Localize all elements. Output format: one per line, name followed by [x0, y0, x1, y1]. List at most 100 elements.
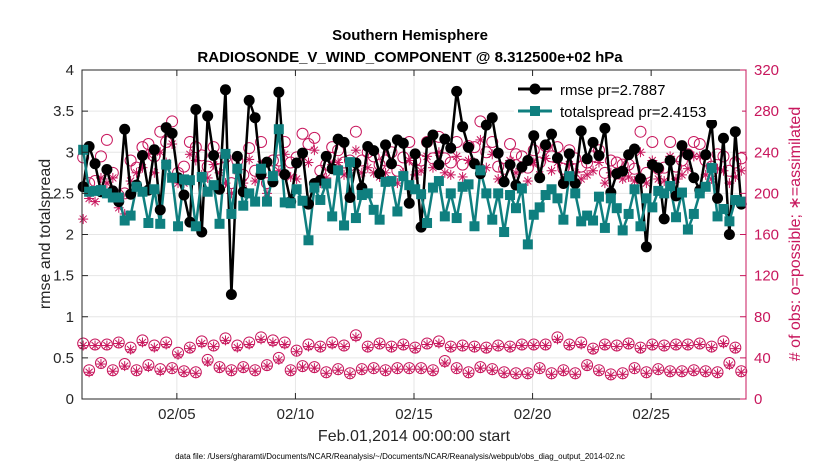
- assimilated-obs-marker: [344, 369, 355, 380]
- assimilated-obs-marker: [564, 340, 575, 351]
- totalspread-point: [339, 220, 350, 231]
- possible-obs-marker-upper: [664, 135, 677, 148]
- totalspread-point: [190, 221, 201, 232]
- y2-tick-label: 80: [754, 309, 771, 326]
- star-stroke: [352, 146, 360, 155]
- assimilated-obs-marker: [487, 365, 498, 376]
- totalspread-point: [487, 214, 498, 225]
- rmse-point: [409, 148, 421, 160]
- star-stroke: [458, 342, 467, 351]
- totalspread-point: [671, 212, 682, 223]
- totalspread-point: [599, 222, 610, 233]
- star-stroke: [346, 370, 354, 379]
- star-stroke: [547, 166, 556, 175]
- rmse-point: [664, 154, 676, 166]
- rmse-point: [338, 136, 350, 148]
- assimilated-obs-marker: [101, 340, 112, 351]
- totalspread-point: [410, 184, 421, 195]
- star-stroke: [197, 339, 206, 348]
- totalspread-point: [356, 190, 367, 201]
- star-stroke: [186, 344, 194, 353]
- rmse-point: [486, 112, 498, 124]
- totalspread-point: [155, 218, 166, 229]
- possible-obs-marker-upper: [610, 156, 623, 169]
- totalspread-point: [718, 204, 729, 215]
- star-stroke: [381, 367, 390, 376]
- star-stroke: [636, 148, 645, 157]
- star-stroke: [417, 166, 425, 175]
- totalspread-point: [457, 181, 468, 192]
- y2-tick-label: 120: [754, 268, 779, 285]
- assimilated-obs-marker: [250, 366, 261, 377]
- assimilated-obs-marker: [700, 367, 711, 378]
- star-stroke: [589, 166, 597, 175]
- totalspread-point: [688, 208, 699, 219]
- totalspread-point: [238, 200, 249, 211]
- assimilated-obs-marker: [279, 339, 290, 350]
- star-stroke: [245, 155, 254, 164]
- star-stroke: [624, 340, 633, 349]
- rmse-point: [273, 86, 285, 98]
- star-stroke: [156, 367, 165, 376]
- chart-subtitle: RADIOSONDE_V_WIND_COMPONENT @ 8.312500e+…: [197, 49, 623, 66]
- assimilated-obs-marker: [155, 366, 166, 377]
- star-stroke: [541, 341, 550, 350]
- y-tick-label: 1: [66, 309, 74, 326]
- star-stroke: [150, 343, 159, 352]
- possible-obs-marker-upper: [444, 156, 457, 169]
- totalspread-point: [463, 179, 474, 190]
- assimilated-obs-marker: [315, 342, 326, 353]
- assimilated-obs-marker: [220, 335, 231, 346]
- star-stroke: [731, 344, 740, 353]
- rmse-point: [433, 159, 445, 171]
- rmse-point: [700, 149, 712, 161]
- star-stroke: [399, 341, 408, 350]
- totalspread-point: [398, 171, 409, 182]
- star-stroke: [363, 343, 372, 352]
- rmse-point: [397, 137, 409, 149]
- rmse-point: [385, 158, 397, 170]
- star-stroke: [464, 369, 473, 378]
- totalspread-point: [623, 208, 634, 219]
- totalspread-point: [84, 186, 95, 197]
- assimilated-obs-marker: [688, 366, 699, 377]
- star-stroke: [440, 168, 449, 177]
- star-stroke: [274, 356, 283, 364]
- y2-tick-label: 280: [754, 103, 779, 120]
- assimilated-obs-marker: [505, 342, 516, 353]
- x-axis: 02/05 02/10 02/15 02/20 02/25: [158, 70, 670, 423]
- assimilated-obs-marker: [481, 343, 492, 354]
- assimilated-obs-marker: [736, 367, 747, 378]
- star-stroke: [642, 369, 651, 378]
- star-stroke: [535, 365, 544, 374]
- totalspread-point: [712, 211, 723, 222]
- assimilated-obs-marker: [208, 341, 219, 352]
- rmse-point: [368, 145, 380, 157]
- totalspread-point: [694, 188, 705, 199]
- star-stroke: [114, 339, 123, 348]
- star-stroke: [292, 347, 301, 356]
- assimilated-obs-marker: [303, 341, 314, 352]
- rmse-point: [688, 172, 700, 184]
- totalspread-point: [137, 186, 148, 197]
- assimilated-obs-marker: [238, 363, 249, 374]
- assimilated-obs-marker-upper: [350, 145, 361, 156]
- star-stroke: [203, 358, 212, 366]
- assimilated-obs-marker: [261, 361, 272, 372]
- assimilated-obs-marker: [84, 367, 95, 378]
- totalspread-point: [582, 210, 593, 221]
- assimilated-obs-marker-upper: [582, 169, 593, 180]
- totalspread-point: [214, 218, 225, 229]
- totalspread-point: [439, 211, 450, 222]
- y2-axis-label: # of obs: o=possible; ∗=assimilated: [787, 107, 804, 361]
- totalspread-point: [125, 210, 136, 221]
- star-stroke: [589, 345, 597, 354]
- assimilated-obs-marker: [350, 332, 361, 343]
- star-stroke: [701, 368, 710, 377]
- star-stroke: [452, 152, 461, 161]
- totalspread-point: [706, 162, 717, 173]
- totalspread-point: [629, 184, 640, 195]
- totalspread-point: [350, 213, 361, 224]
- totalspread-point: [279, 197, 290, 208]
- totalspread-point: [297, 195, 308, 206]
